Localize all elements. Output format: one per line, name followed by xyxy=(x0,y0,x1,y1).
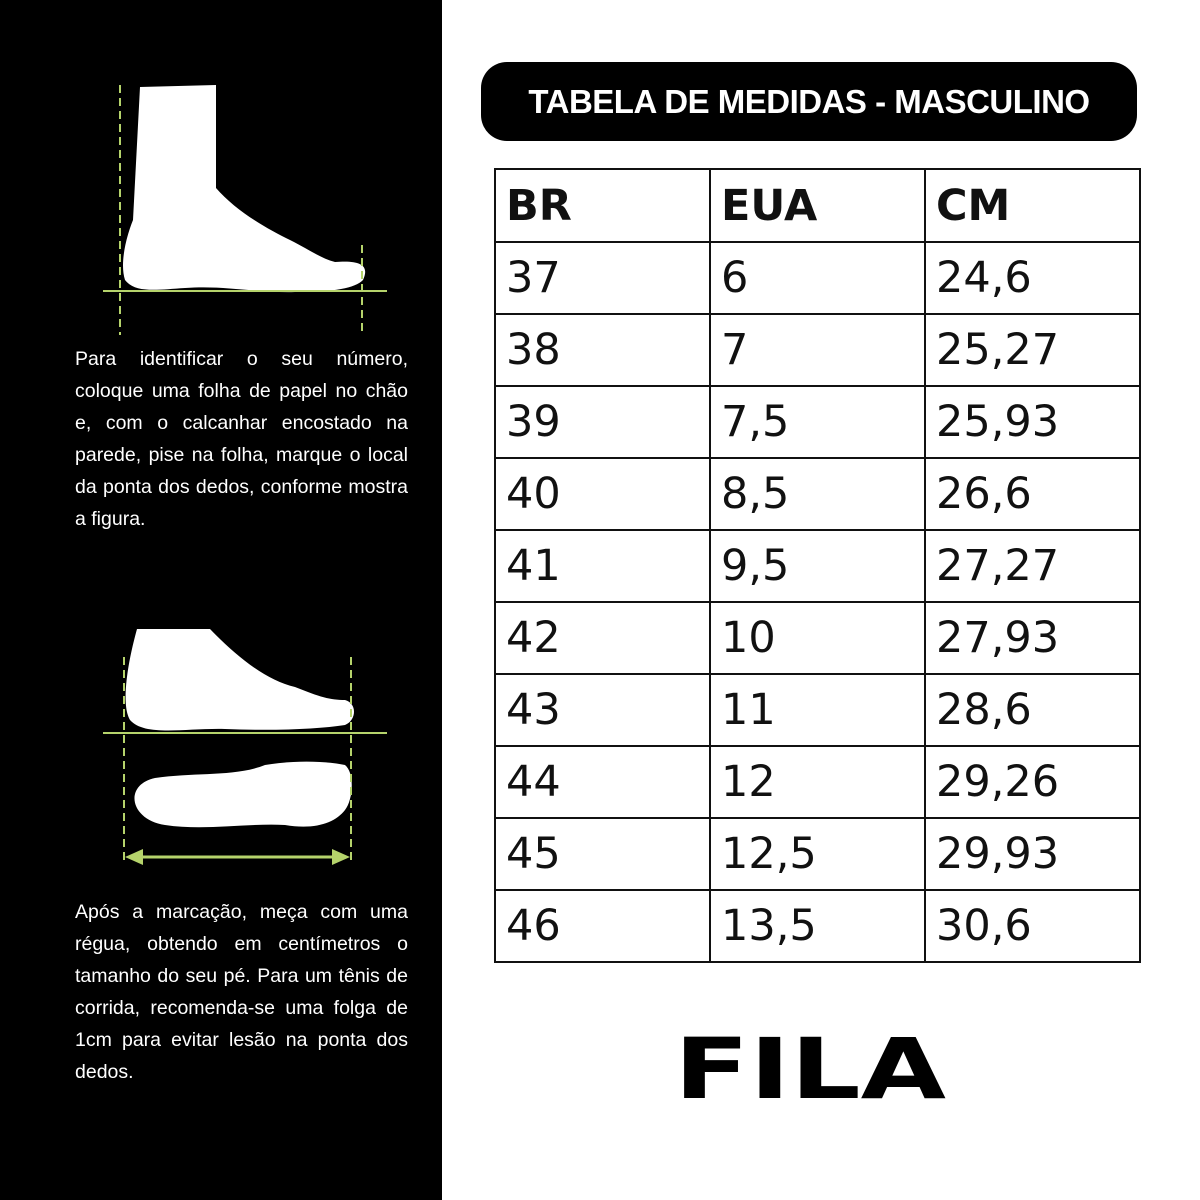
cell-cm: 27,27 xyxy=(924,529,1141,603)
cell-br: 45 xyxy=(494,817,711,891)
cell-br: 40 xyxy=(494,457,711,531)
cell-cm: 25,27 xyxy=(924,313,1141,387)
table-row: 38 7 25,27 xyxy=(494,313,1141,387)
instruction-step1: Para identificar o seu número, coloque u… xyxy=(75,348,408,530)
header-cm: CM xyxy=(924,168,1141,243)
cell-eua: 10 xyxy=(709,601,926,675)
instructions-panel: Para identificar o seu número, coloque u… xyxy=(0,0,442,1200)
table-row: 42 10 27,93 xyxy=(494,601,1141,675)
cell-eua: 8,5 xyxy=(709,457,926,531)
table-row: 44 12 29,26 xyxy=(494,745,1141,819)
fila-logo: FILA xyxy=(674,1030,946,1105)
brand-logo-text: FILA xyxy=(674,1030,946,1105)
cell-cm: 27,93 xyxy=(924,601,1141,675)
table-row: 39 7,5 25,93 xyxy=(494,385,1141,459)
cell-br: 46 xyxy=(494,889,711,963)
cell-br: 38 xyxy=(494,313,711,387)
cell-cm: 24,6 xyxy=(924,241,1141,315)
header-br: BR xyxy=(494,168,711,243)
cell-br: 42 xyxy=(494,601,711,675)
cell-br: 39 xyxy=(494,385,711,459)
cell-cm: 26,6 xyxy=(924,457,1141,531)
cell-br: 41 xyxy=(494,529,711,603)
table-row: 45 12,5 29,93 xyxy=(494,817,1141,891)
cell-eua: 6 xyxy=(709,241,926,315)
cell-br: 43 xyxy=(494,673,711,747)
cell-eua: 11 xyxy=(709,673,926,747)
foot-side-measure-illustration xyxy=(103,85,387,335)
cell-br: 44 xyxy=(494,745,711,819)
cell-eua: 7,5 xyxy=(709,385,926,459)
cell-eua: 7 xyxy=(709,313,926,387)
table-row: 40 8,5 26,6 xyxy=(494,457,1141,531)
cell-cm: 28,6 xyxy=(924,673,1141,747)
instruction-step2: Após a marcação, meça com uma régua, obt… xyxy=(75,901,408,1083)
page-title: TABELA DE MEDIDAS - MASCULINO xyxy=(481,62,1137,141)
cell-eua: 9,5 xyxy=(709,529,926,603)
cell-cm: 29,26 xyxy=(924,745,1141,819)
header-eua: EUA xyxy=(709,168,926,243)
table-header-row: BR EUA CM xyxy=(494,168,1141,243)
cell-eua: 12,5 xyxy=(709,817,926,891)
cell-br: 37 xyxy=(494,241,711,315)
table-row: 43 11 28,6 xyxy=(494,673,1141,747)
table-row: 46 13,5 30,6 xyxy=(494,889,1141,963)
cell-cm: 29,93 xyxy=(924,817,1141,891)
table-row: 37 6 24,6 xyxy=(494,241,1141,315)
cell-eua: 12 xyxy=(709,745,926,819)
cell-cm: 25,93 xyxy=(924,385,1141,459)
size-table: BR EUA CM 37 6 24,6 38 7 25,27 39 7,5 25,93 40 8,5… xyxy=(494,168,1141,963)
table-row: 41 9,5 27,27 xyxy=(494,529,1141,603)
cell-cm: 30,6 xyxy=(924,889,1141,963)
foot-length-measure-illustration xyxy=(103,629,387,865)
cell-eua: 13,5 xyxy=(709,889,926,963)
